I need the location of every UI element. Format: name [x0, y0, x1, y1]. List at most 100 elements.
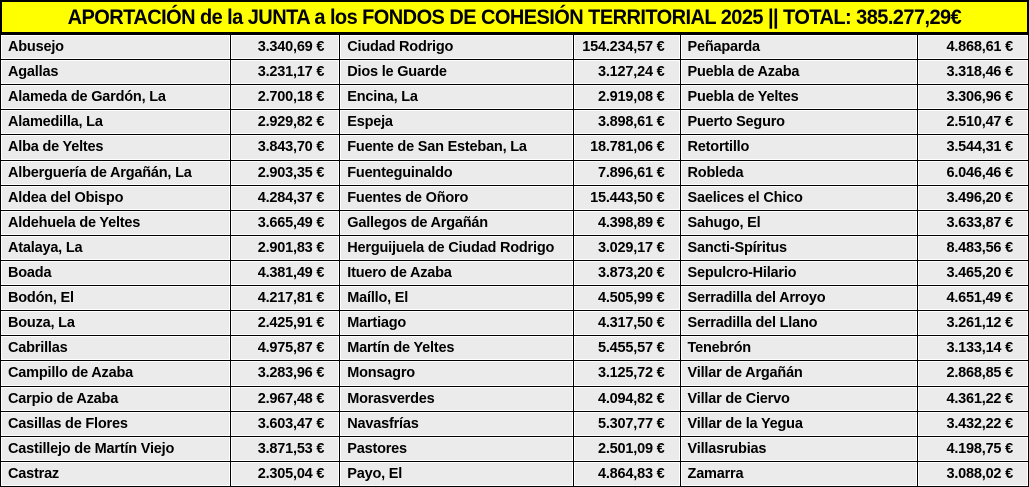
- amount-cell: 3.127,24 €: [574, 60, 680, 85]
- page-title: APORTACIÓN de la JUNTA a los FONDOS DE C…: [67, 4, 962, 29]
- municipality-cell: Gallegos de Argañán: [340, 210, 574, 235]
- municipality-cell: Encina, La: [340, 85, 574, 110]
- table-row: Atalaya, La 2.901,83 € Herguijuela de Ciud…: [1, 235, 1028, 260]
- amount-cell: 4.094,82 €: [574, 386, 680, 411]
- municipality-cell: Monsagro: [340, 361, 574, 386]
- table-row: Abusejo 3.340,69 € Ciudad Rodrigo 154.234,5…: [1, 35, 1028, 60]
- amount-cell: 2.929,82 €: [230, 110, 340, 135]
- municipality-cell: Payo, El: [340, 461, 574, 486]
- municipality-cell: Aldea del Obispo: [1, 185, 230, 210]
- amount-cell: 2.901,83 €: [230, 235, 340, 260]
- amount-cell: 18.781,06 €: [574, 135, 680, 160]
- municipality-cell: Herguijuela de Ciudad Rodrigo: [340, 235, 574, 260]
- amount-cell: 3.633,87 €: [917, 210, 1028, 235]
- table-row: Alba de Yeltes 3.843,70 € Fuente de San Es…: [1, 135, 1028, 160]
- amount-cell: 2.967,48 €: [230, 386, 340, 411]
- amount-cell: 8.483,56 €: [917, 235, 1028, 260]
- table-row: Casillas de Flores 3.603,47 € Navasfrías 5.…: [1, 411, 1028, 436]
- municipality-cell: Martín de Yeltes: [340, 336, 574, 361]
- amount-cell: 3.873,20 €: [574, 260, 680, 286]
- municipality-cell: Villar de Ciervo: [680, 386, 917, 411]
- amount-cell: 4.381,49 €: [230, 260, 340, 286]
- table-row: Alamedilla, La 2.929,82 € Espeja 3.898,61 €…: [1, 110, 1028, 135]
- municipality-cell: Ituero de Azaba: [340, 260, 574, 286]
- table-row: Alameda de Gardón, La 2.700,18 € Encina, L…: [1, 85, 1028, 110]
- amount-cell: 3.465,20 €: [917, 260, 1028, 286]
- amount-cell: 3.544,31 €: [917, 135, 1028, 160]
- amount-cell: 3.125,72 €: [574, 361, 680, 386]
- municipality-cell: Maíllo, El: [340, 286, 574, 311]
- municipality-cell: Peñaparda: [680, 35, 917, 60]
- amount-cell: 15.443,50 €: [574, 185, 680, 210]
- municipality-cell: Fuenteguinaldo: [340, 160, 574, 185]
- municipality-cell: Atalaya, La: [1, 235, 230, 260]
- municipality-cell: Campillo de Azaba: [1, 361, 230, 386]
- municipality-cell: Carpio de Azaba: [1, 386, 230, 411]
- municipality-cell: Bodón, El: [1, 286, 230, 311]
- municipality-cell: Cabrillas: [1, 336, 230, 361]
- amount-cell: 5.307,77 €: [574, 411, 680, 436]
- amount-cell: 2.305,04 €: [230, 461, 340, 486]
- amount-cell: 3.231,17 €: [230, 60, 340, 85]
- table-row: Castraz 2.305,04 € Payo, El 4.864,83 € Zamar…: [1, 461, 1028, 486]
- municipality-cell: Alba de Yeltes: [1, 135, 230, 160]
- amount-cell: 7.896,61 €: [574, 160, 680, 185]
- municipality-cell: Castraz: [1, 461, 230, 486]
- table-row: Agallas 3.231,17 € Dios le Guarde 3.127,24 …: [1, 60, 1028, 85]
- table-row: Bouza, La 2.425,91 € Martiago 4.317,50 € Ser…: [1, 311, 1028, 336]
- municipality-cell: Sahugo, El: [680, 210, 917, 235]
- amount-cell: 4.361,22 €: [917, 386, 1028, 411]
- municipality-cell: Sancti-Spíritus: [680, 235, 917, 260]
- amount-cell: 4.975,87 €: [230, 336, 340, 361]
- municipality-cell: Serradilla del Arroyo: [680, 286, 917, 311]
- amount-cell: 4.864,83 €: [574, 461, 680, 486]
- municipality-cell: Alamedilla, La: [1, 110, 230, 135]
- municipality-cell: Saelices el Chico: [680, 185, 917, 210]
- municipality-cell: Dios le Guarde: [340, 60, 574, 85]
- amount-cell: 3.029,17 €: [574, 235, 680, 260]
- municipality-cell: Puebla de Yeltes: [680, 85, 917, 110]
- municipality-cell: Retortillo: [680, 135, 917, 160]
- amount-cell: 3.496,20 €: [917, 185, 1028, 210]
- amount-cell: 4.317,50 €: [574, 311, 680, 336]
- amount-cell: 2.700,18 €: [230, 85, 340, 110]
- cohesion-funds-table: Abusejo 3.340,69 € Ciudad Rodrigo 154.234,5…: [0, 34, 1029, 487]
- table-row: Campillo de Azaba 3.283,96 € Monsagro 3.125…: [1, 361, 1028, 386]
- municipality-cell: Villasrubias: [680, 436, 917, 461]
- municipality-cell: Fuentes de Oñoro: [340, 185, 574, 210]
- municipality-cell: Alberguería de Argañán, La: [1, 160, 230, 185]
- amount-cell: 3.318,46 €: [917, 60, 1028, 85]
- municipality-cell: Boada: [1, 260, 230, 286]
- municipality-cell: Villar de la Yegua: [680, 411, 917, 436]
- table-row: Aldehuela de Yeltes 3.665,49 € Gallegos de…: [1, 210, 1028, 235]
- table-row: Alberguería de Argañán, La 2.903,35 € Fuen…: [1, 160, 1028, 185]
- table-row: Carpio de Azaba 2.967,48 € Morasverdes 4.09…: [1, 386, 1028, 411]
- amount-cell: 2.510,47 €: [917, 110, 1028, 135]
- amount-cell: 3.432,22 €: [917, 411, 1028, 436]
- amount-cell: 4.198,75 €: [917, 436, 1028, 461]
- amount-cell: 2.903,35 €: [230, 160, 340, 185]
- municipality-cell: Tenebrón: [680, 336, 917, 361]
- municipality-cell: Morasverdes: [340, 386, 574, 411]
- municipality-cell: Espeja: [340, 110, 574, 135]
- municipality-cell: Navasfrías: [340, 411, 574, 436]
- amount-cell: 3.871,53 €: [230, 436, 340, 461]
- amount-cell: 3.665,49 €: [230, 210, 340, 235]
- municipality-cell: Aldehuela de Yeltes: [1, 210, 230, 235]
- municipality-cell: Zamarra: [680, 461, 917, 486]
- municipality-cell: Puebla de Azaba: [680, 60, 917, 85]
- municipality-cell: Robleda: [680, 160, 917, 185]
- municipality-cell: Serradilla del Llano: [680, 311, 917, 336]
- municipality-cell: Agallas: [1, 60, 230, 85]
- amount-cell: 154.234,57 €: [574, 35, 680, 60]
- municipality-cell: Fuente de San Esteban, La: [340, 135, 574, 160]
- municipality-cell: Abusejo: [1, 35, 230, 60]
- amount-cell: 4.651,49 €: [917, 286, 1028, 311]
- table-row: Bodón, El 4.217,81 € Maíllo, El 4.505,99 € S…: [1, 286, 1028, 311]
- table-row: Aldea del Obispo 4.284,37 € Fuentes de Oño…: [1, 185, 1028, 210]
- amount-cell: 4.284,37 €: [230, 185, 340, 210]
- amount-cell: 3.088,02 €: [917, 461, 1028, 486]
- municipality-cell: Ciudad Rodrigo: [340, 35, 574, 60]
- municipality-cell: Alameda de Gardón, La: [1, 85, 230, 110]
- amount-cell: 2.425,91 €: [230, 311, 340, 336]
